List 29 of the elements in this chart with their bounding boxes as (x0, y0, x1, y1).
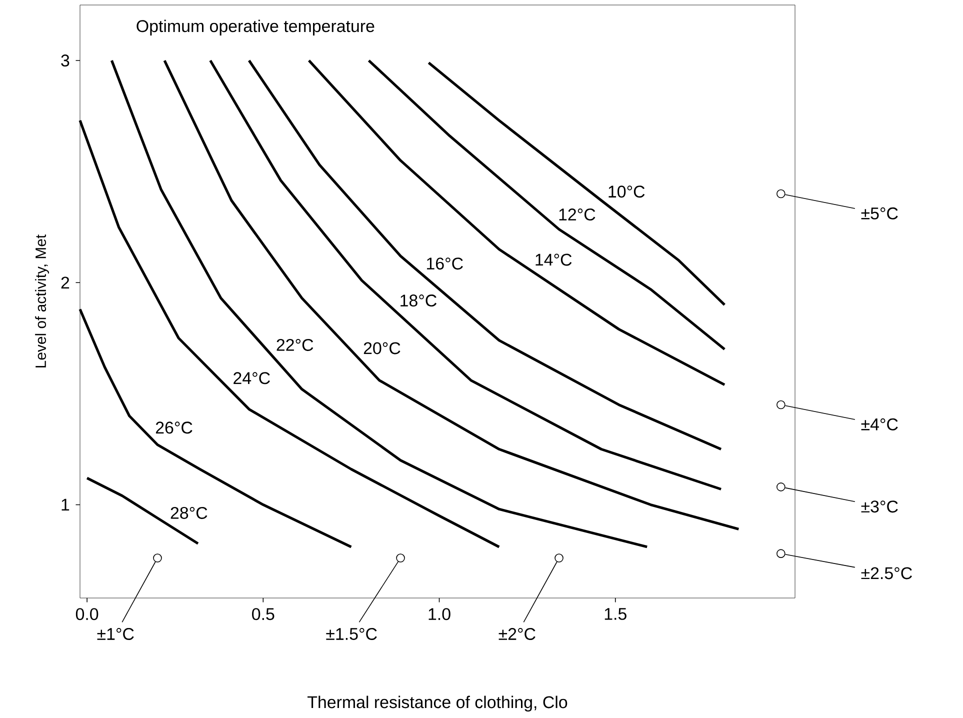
x-axis-title: Thermal resistance of clothing, Clo (308, 696, 568, 712)
x-tick-label: 0.5 (252, 608, 274, 620)
series-label: 16°C (427, 258, 463, 270)
annotation: ±5°C (861, 207, 898, 220)
annotation: ±2°C (498, 628, 536, 640)
series-label: 28°C (170, 506, 208, 519)
y-tick-label: 2 (61, 276, 70, 289)
y-axis-title: Level of activity, Met (35, 234, 49, 368)
y-tick-label: 3 (61, 54, 70, 67)
series-label: 24°C (234, 372, 270, 384)
series-label: 20°C (364, 342, 400, 354)
annotation: ±1°C (97, 628, 134, 640)
series-label: 12°C (559, 208, 596, 221)
series-label: 22°C (276, 338, 314, 351)
annotation: ±4°C (861, 418, 898, 430)
line-series (209, 59, 722, 490)
x-tick-label: 0.0 (76, 608, 98, 620)
x-tick-label: 1.0 (428, 608, 450, 620)
text: Optimum operative temperature (136, 20, 374, 36)
annotation: ±3°C (861, 500, 898, 513)
series-label: 26°C (156, 422, 192, 434)
line-series (110, 59, 648, 548)
series-label: 18°C (400, 294, 436, 307)
series-label: 10°C (608, 186, 645, 198)
annotation: ±2.5°C (861, 567, 912, 580)
y-tick-label: 1 (62, 498, 70, 511)
series-label: 14°C (536, 254, 572, 266)
annotation: ±1.5°C (326, 628, 377, 640)
x-tick-label: 1.5 (604, 608, 626, 620)
